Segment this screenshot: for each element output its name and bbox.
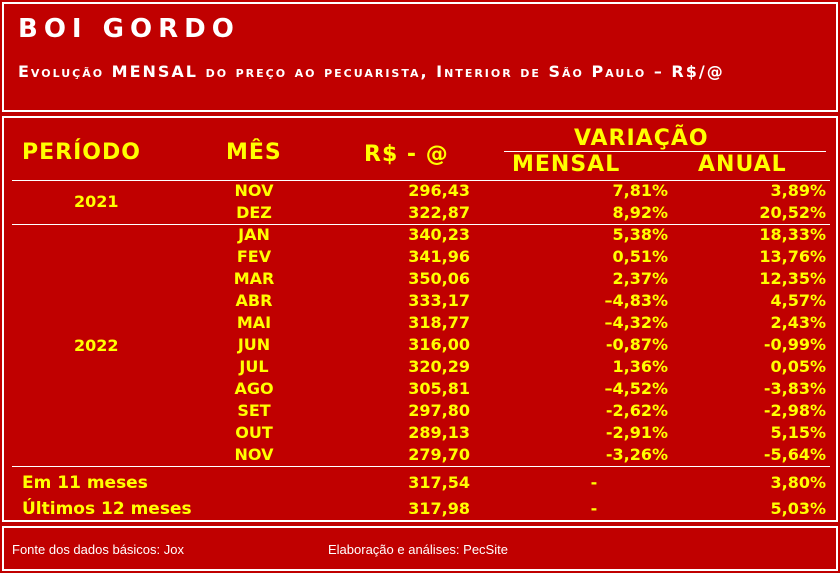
cell-rs: 316,00 — [408, 335, 470, 354]
cell-rs: 333,17 — [408, 291, 470, 310]
summary-row: Últimos 12 meses 317,98 - 5,03% — [4, 498, 836, 520]
cell-anual: 13,76% — [759, 247, 826, 266]
footer: Fonte dos dados básicos: Jox Elaboração … — [2, 526, 838, 571]
table-row: NOV 279,70 -3,26% -5,64% — [4, 444, 836, 466]
table-row: DEZ 322,87 8,92% 20,52% — [4, 202, 836, 224]
cell-rs: 279,70 — [408, 445, 470, 464]
cell-rs: 297,80 — [408, 401, 470, 420]
period-2021: 2021 — [74, 192, 119, 211]
summary-mensal: - — [590, 499, 598, 518]
table-row: ABR 333,17 –4,83% 4,57% — [4, 290, 836, 312]
cell-mes: MAR — [233, 269, 275, 288]
cell-mensal: 1,36% — [612, 357, 668, 376]
cell-mes: ABR — [235, 291, 273, 310]
table-row: JUL 320,29 1,36% 0,05% — [4, 356, 836, 378]
header-periodo: PERÍODO — [22, 140, 141, 165]
cell-mes: SET — [237, 401, 271, 420]
cell-anual: 5,15% — [770, 423, 826, 442]
table-row: SET 297,80 -2,62% -2,98% — [4, 400, 836, 422]
cell-rs: 322,87 — [408, 203, 470, 222]
cell-anual: 3,89% — [770, 181, 826, 200]
price-table: PERÍODO MÊS R$ - @ VARIAÇÃO MENSAL ANUAL… — [2, 116, 838, 522]
summary-row: Em 11 meses 317,54 - 3,80% — [4, 472, 836, 494]
cell-rs: 341,96 — [408, 247, 470, 266]
cell-mes: JUL — [239, 357, 269, 376]
cell-rs: 350,06 — [408, 269, 470, 288]
cell-mensal: -2,91% — [605, 423, 668, 442]
summary-label: Últimos 12 meses — [22, 499, 192, 519]
table-row: AGO 305,81 –4,52% -3,83% — [4, 378, 836, 400]
summary-label: Em 11 meses — [22, 473, 148, 493]
table-row: FEV 341,96 0,51% 13,76% — [4, 246, 836, 268]
cell-mes: MAI — [236, 313, 272, 332]
footer-credit: Elaboração e análises: PecSite — [328, 542, 508, 557]
summary-mensal: - — [590, 473, 598, 492]
cell-mes: NOV — [234, 445, 274, 464]
header-mensal: MENSAL — [512, 152, 621, 177]
cell-anual: -5,64% — [763, 445, 826, 464]
cell-rs: 296,43 — [408, 181, 470, 200]
cell-anual: 18,33% — [759, 225, 826, 244]
cell-mes: NOV — [234, 181, 274, 200]
table-row: OUT 289,13 -2,91% 5,15% — [4, 422, 836, 444]
cell-anual: 4,57% — [770, 291, 826, 310]
cell-anual: 0,05% — [770, 357, 826, 376]
summary-anual: 5,03% — [770, 499, 826, 518]
header-anual: ANUAL — [698, 152, 787, 177]
cell-mes: FEV — [236, 247, 272, 266]
table-row: JAN 340,23 5,38% 18,33% — [4, 224, 836, 246]
header-rs: R$ - @ — [364, 142, 449, 167]
header-block: BOI GORDO Evolução MENSAL do preço ao pe… — [2, 2, 838, 112]
cell-mes: JUN — [237, 335, 271, 354]
table-row: JUN 316,00 -0,87% -0,99% — [4, 334, 836, 356]
cell-mes: DEZ — [236, 203, 272, 222]
cell-mensal: -2,62% — [605, 401, 668, 420]
cell-mes: AGO — [234, 379, 274, 398]
cell-mensal: –4,52% — [604, 379, 668, 398]
cell-mensal: –4,83% — [604, 291, 668, 310]
cell-mensal: -0,87% — [605, 335, 668, 354]
table-row: MAR 350,06 2,37% 12,35% — [4, 268, 836, 290]
header-variacao: VARIAÇÃO — [574, 126, 709, 151]
cell-mes: JAN — [238, 225, 270, 244]
cell-anual: -2,98% — [763, 401, 826, 420]
variacao-underline — [504, 151, 826, 152]
header-mes: MÊS — [226, 140, 282, 165]
cell-mensal: –4,32% — [604, 313, 668, 332]
cell-mensal: 8,92% — [612, 203, 668, 222]
summary-rs: 317,98 — [408, 499, 470, 518]
header-divider — [12, 180, 830, 181]
cell-rs: 305,81 — [408, 379, 470, 398]
summary-rs: 317,54 — [408, 473, 470, 492]
summary-anual: 3,80% — [770, 473, 826, 492]
cell-anual: 20,52% — [759, 203, 826, 222]
cell-mensal: 2,37% — [612, 269, 668, 288]
cell-anual: -3,83% — [763, 379, 826, 398]
cell-mensal: -3,26% — [605, 445, 668, 464]
table-row: NOV 296,43 7,81% 3,89% — [4, 180, 836, 202]
cell-rs: 289,13 — [408, 423, 470, 442]
summary-divider — [12, 466, 830, 467]
period-2022: 2022 — [74, 336, 119, 355]
cell-rs: 318,77 — [408, 313, 470, 332]
year-divider — [12, 224, 830, 225]
cell-mes: OUT — [235, 423, 273, 442]
cell-anual: -0,99% — [763, 335, 826, 354]
cell-mensal: 5,38% — [612, 225, 668, 244]
cell-anual: 12,35% — [759, 269, 826, 288]
page-title: BOI GORDO — [18, 14, 240, 44]
cell-anual: 2,43% — [770, 313, 826, 332]
cell-rs: 340,23 — [408, 225, 470, 244]
table-row: MAI 318,77 –4,32% 2,43% — [4, 312, 836, 334]
cell-mensal: 0,51% — [612, 247, 668, 266]
cell-mensal: 7,81% — [612, 181, 668, 200]
cell-rs: 320,29 — [408, 357, 470, 376]
footer-source: Fonte dos dados básicos: Jox — [12, 542, 184, 557]
page-subtitle: Evolução MENSAL do preço ao pecuarista, … — [18, 62, 725, 81]
